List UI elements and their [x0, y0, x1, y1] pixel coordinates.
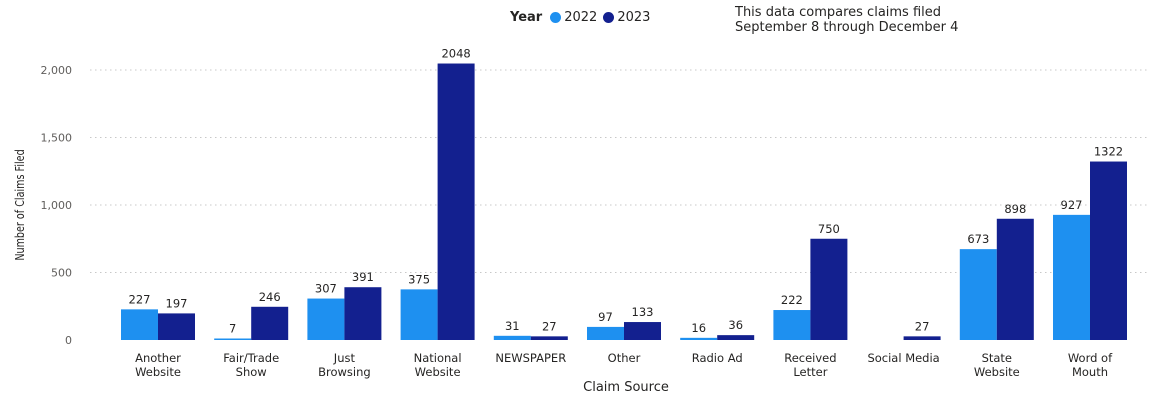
- x-tick-label: Social Media: [867, 351, 939, 365]
- legend-item-2022[interactable]: 2022: [550, 10, 597, 25]
- y-tick-label: 1,500: [41, 132, 73, 145]
- bar-2022: [214, 338, 252, 340]
- legend-swatch-2023: [603, 12, 615, 23]
- x-tick-label: Website: [974, 365, 1020, 379]
- bar-2022: [307, 298, 345, 340]
- x-tick-label: Mouth: [1072, 365, 1108, 379]
- legend-item-2023[interactable]: 2023: [603, 10, 650, 25]
- bar-2022: [400, 289, 438, 340]
- note-line-1: This data compares claims filed: [735, 5, 942, 20]
- y-axis-title: Number of Claims Filed: [13, 149, 27, 260]
- data-label-2022: 927: [1061, 198, 1083, 212]
- x-tick-label: Website: [415, 365, 461, 379]
- data-label-2023: 750: [818, 222, 840, 236]
- y-tick-label: 0: [65, 334, 72, 347]
- data-label-2022: 7: [229, 322, 236, 336]
- bar-2023: [1090, 161, 1127, 340]
- data-label-2023: 197: [166, 296, 188, 310]
- data-label-2022: 222: [781, 293, 803, 307]
- x-tick-label: NEWSPAPER: [495, 351, 566, 365]
- y-tick-label: 500: [51, 267, 72, 280]
- bar-2023: [810, 238, 848, 340]
- x-axis-title: Claim Source: [583, 380, 669, 395]
- legend-label-2022: 2022: [564, 10, 598, 25]
- data-label-2022: 227: [129, 292, 151, 306]
- bar-2022: [587, 326, 624, 340]
- bar-2023: [251, 306, 289, 340]
- y-tick-label: 1,000: [41, 199, 73, 212]
- bar-2022: [121, 309, 158, 340]
- data-label-2022: 16: [691, 321, 706, 335]
- y-tick-label: 2,000: [41, 64, 73, 77]
- data-label-2022: 97: [598, 310, 613, 324]
- bar-2022: [493, 335, 531, 340]
- data-label-2023: 133: [632, 305, 654, 319]
- x-tick-label: Browsing: [318, 365, 371, 379]
- x-tick-label: National: [414, 351, 462, 365]
- x-tick-label: State: [982, 351, 1012, 365]
- x-tick-label: Radio Ad: [692, 351, 743, 365]
- bar-2023: [996, 218, 1034, 340]
- data-label-2023: 2048: [441, 47, 470, 61]
- data-label-2022: 375: [408, 272, 430, 286]
- x-tick-label: Letter: [793, 365, 827, 379]
- bar-2023: [530, 336, 568, 340]
- legend: Year 2022 2023: [510, 10, 656, 25]
- bar-2023: [903, 336, 941, 340]
- x-tick-label: Fair/Trade: [223, 351, 279, 365]
- data-label-2023: 36: [728, 318, 743, 332]
- bar-2022: [1053, 214, 1090, 340]
- x-tick-label: Other: [608, 351, 641, 365]
- bar-2023: [437, 63, 475, 341]
- data-label-2023: 391: [352, 270, 374, 284]
- date-range-note: This data compares claims filed Septembe…: [735, 5, 958, 35]
- x-tick-label: Received: [784, 351, 836, 365]
- bar-2023: [624, 322, 661, 340]
- legend-swatch-2022: [550, 12, 562, 23]
- bar-2022: [959, 249, 997, 340]
- data-label-2023: 27: [542, 319, 557, 333]
- data-label-2023: 1322: [1094, 145, 1123, 159]
- data-label-2022: 31: [505, 319, 520, 333]
- bar-2023: [344, 287, 382, 340]
- note-line-2: September 8 through December 4: [735, 20, 959, 35]
- bar-2023: [717, 335, 755, 340]
- data-label-2022: 307: [315, 282, 337, 296]
- bar-2022: [773, 310, 811, 340]
- x-tick-label: Show: [236, 365, 267, 379]
- data-label-2023: 27: [915, 319, 930, 333]
- data-label-2023: 898: [1004, 202, 1026, 216]
- x-tick-label: Another: [135, 351, 181, 365]
- legend-title: Year: [510, 10, 543, 25]
- x-tick-label: Word of: [1068, 351, 1113, 365]
- data-label-2022: 673: [967, 232, 989, 246]
- x-tick-label: Website: [135, 365, 181, 379]
- bar-2022: [680, 337, 718, 340]
- legend-label-2023: 2023: [617, 10, 651, 25]
- bar-2023: [158, 313, 195, 340]
- x-tick-label: Just: [333, 351, 356, 365]
- data-label-2023: 246: [259, 290, 281, 304]
